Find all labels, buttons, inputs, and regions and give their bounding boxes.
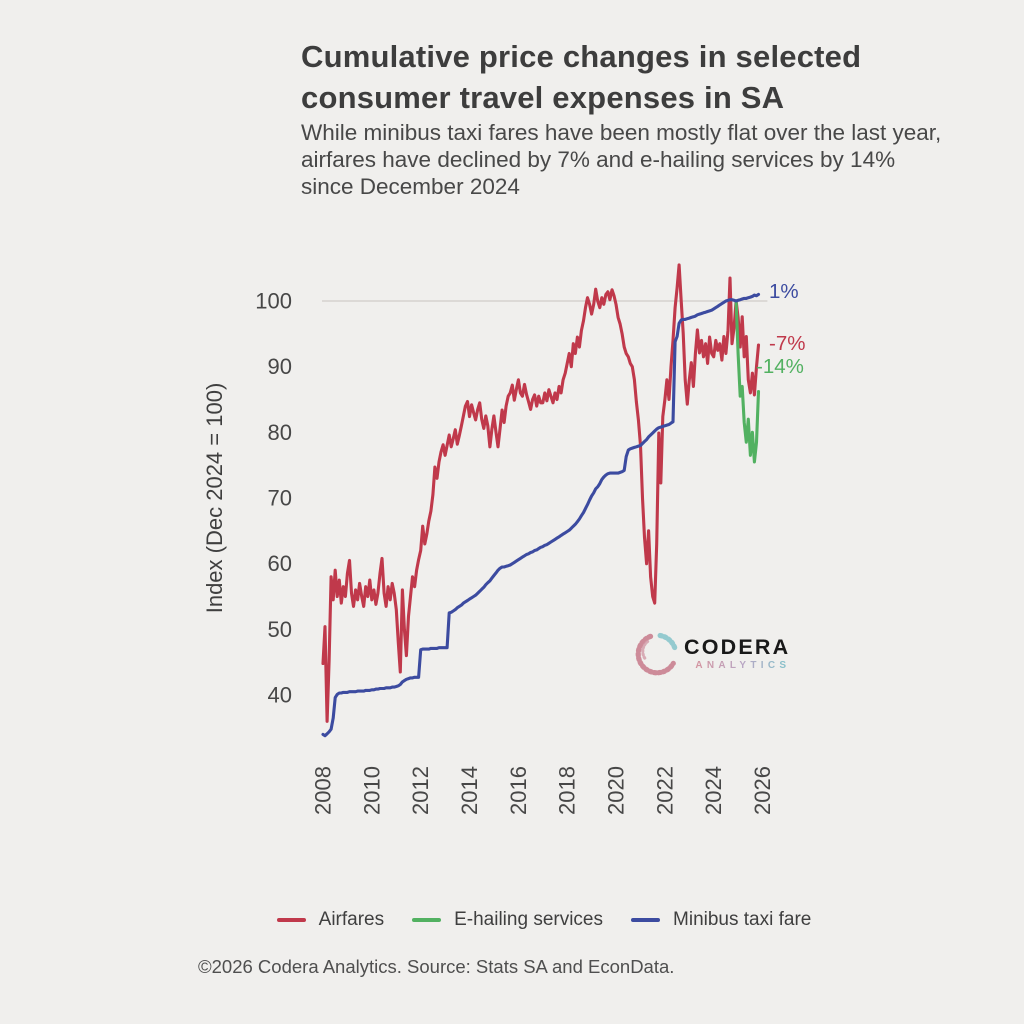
x-tick-label-2014: 2014 (457, 766, 482, 815)
legend-item-airfares: Airfares (276, 909, 385, 931)
y-tick-label-90: 90 (268, 354, 292, 379)
y-tick-label-80: 80 (268, 420, 292, 445)
codera-watermark: CODERA ANALYTICS (633, 630, 790, 678)
x-tick-label-2026: 2026 (750, 766, 775, 815)
legend-item-ehailing: E-hailing services (412, 909, 603, 931)
x-tick-label-2018: 2018 (555, 766, 580, 815)
e-hailing-services-line (734, 299, 761, 464)
airfares-line-swatch (276, 917, 306, 923)
y-tick-label-50: 50 (268, 617, 292, 642)
y-tick-label-100: 100 (255, 288, 292, 313)
y-tick-label-40: 40 (268, 682, 292, 707)
legend-label-minibus-taxi: Minibus taxi fare (673, 909, 812, 930)
minibus-taxi-line-swatch (631, 917, 661, 923)
legend: Airfares E-hailing services Minibus taxi… (104, 903, 984, 937)
x-tick-label-2020: 2020 (603, 766, 628, 815)
x-tick-label-2016: 2016 (506, 766, 531, 815)
x-tick-label-2012: 2012 (408, 766, 433, 815)
end-label-minibus-taxi: 1% (769, 280, 799, 304)
legend-item-minibus-taxi: Minibus taxi fare (631, 909, 811, 931)
ehailing-line-swatch (412, 917, 442, 923)
legend-label-ehailing: E-hailing services (454, 909, 604, 930)
codera-logo-name: CODERA (684, 634, 791, 659)
y-axis-title: Index (Dec 2024 = 100) (202, 382, 227, 614)
y-tick-label-70: 70 (268, 485, 292, 510)
y-tick-label-60: 60 (268, 551, 292, 576)
end-label-airfares: -7% (769, 332, 806, 356)
source-attribution: ©2026 Codera Analytics. Source: Stats SA… (198, 956, 675, 977)
x-tick-label-2010: 2010 (359, 766, 384, 815)
page-subtitle: While minibus taxi fares have been mostl… (301, 120, 942, 200)
codera-logo-subtitle: ANALYTICS (695, 660, 791, 672)
legend-label-airfares: Airfares (318, 909, 385, 930)
x-tick-label-2022: 2022 (652, 766, 677, 815)
x-tick-label-2024: 2024 (701, 766, 726, 815)
codera-logo-icon (635, 632, 678, 676)
end-label-ehailing: -14% (756, 355, 804, 379)
page-title: Cumulative price changes in selected con… (301, 39, 862, 116)
x-tick-label-2008: 2008 (310, 766, 335, 815)
